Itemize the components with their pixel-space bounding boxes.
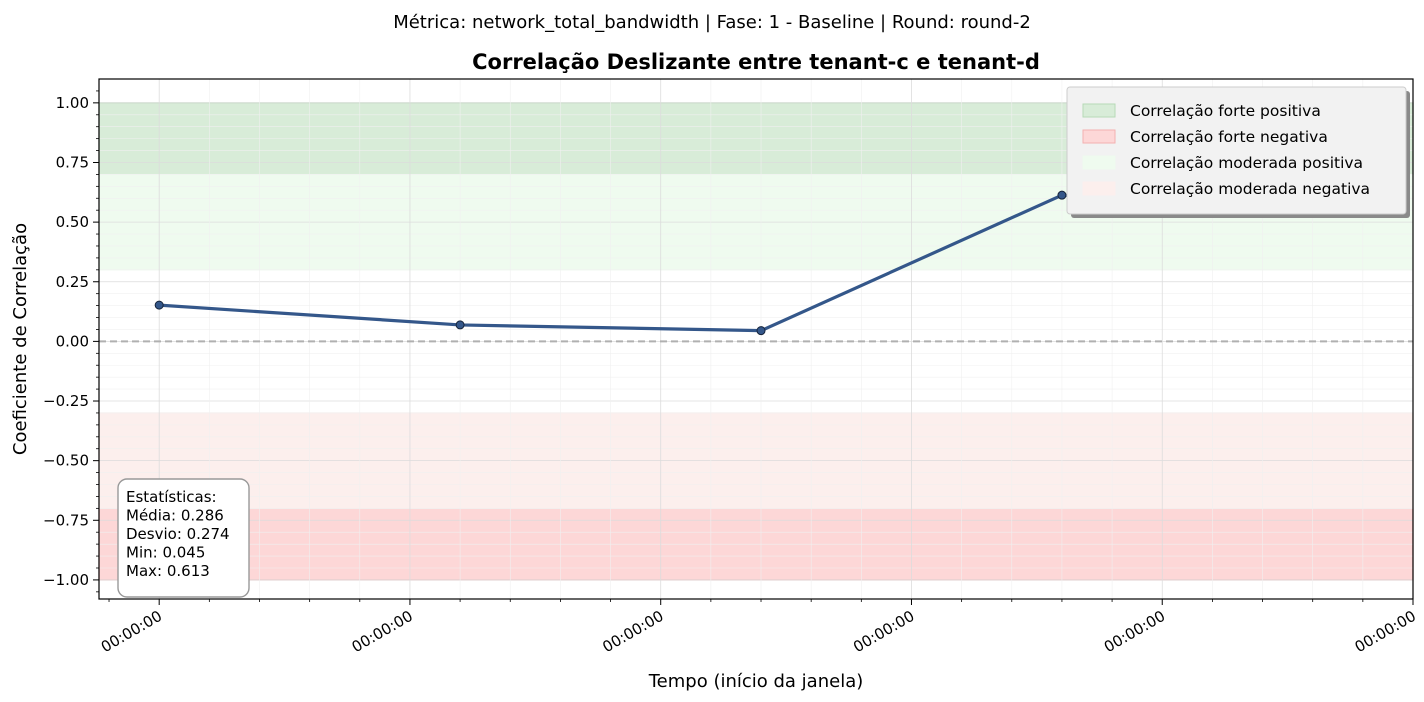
x-axis-label: Tempo (início da janela)	[648, 671, 864, 692]
y-tick-label: −0.75	[43, 511, 89, 529]
data-point	[455, 320, 465, 330]
y-tick-label: 1.00	[56, 94, 89, 112]
x-tick-label: 00:00:00	[599, 607, 666, 656]
legend-swatch	[1082, 155, 1116, 170]
legend: Correlação forte positiva Correlação fort…	[1066, 86, 1410, 218]
y-tick-label: 0.75	[56, 153, 89, 171]
x-tick-label: 00:00:00	[1101, 607, 1168, 656]
plot-area-frame	[98, 78, 1414, 600]
legend-label: Correlação forte negativa	[1130, 128, 1328, 146]
data-point	[756, 326, 766, 336]
stats-line: Desvio: 0.274	[126, 525, 230, 543]
y-tick-label: −0.50	[43, 452, 89, 470]
legend-swatch	[1082, 129, 1116, 144]
x-tick-label: 00:00:00	[1352, 607, 1419, 656]
y-tick-label: −1.00	[43, 571, 89, 589]
chart-title: Correlação Deslizante entre tenant-c e t…	[472, 50, 1040, 74]
legend-label: Correlação moderada positiva	[1130, 154, 1363, 172]
legend-label: Correlação forte positiva	[1130, 102, 1321, 120]
y-tick-label: 0.50	[56, 213, 89, 231]
chart-suptitle: Métrica: network_total_bandwidth | Fase:…	[393, 12, 1031, 33]
y-tick-label: 0.25	[56, 273, 89, 291]
legend-label: Correlação moderada negativa	[1130, 180, 1370, 198]
stats-line: Max: 0.613	[126, 562, 210, 580]
stats-line: Estatísticas:	[126, 488, 217, 506]
y-axis: 1.00 0.75 0.50 0.25 0.00 −0.25 −0.50 −0.75 −1.00	[43, 90, 99, 593]
x-tick-label: 00:00:00	[98, 607, 165, 656]
y-tick-label: −0.25	[43, 392, 89, 410]
y-axis-label: Coeficiente de Correlação	[10, 223, 31, 455]
legend-swatch	[1082, 181, 1116, 196]
y-tick-label: 0.00	[56, 332, 89, 350]
x-axis: 00:00:00 00:00:00 00:00:00 00:00:00 00:00:00…	[98, 599, 1419, 656]
data-point	[1057, 190, 1067, 200]
legend-swatch	[1082, 103, 1116, 118]
data-point	[154, 300, 164, 310]
x-tick-label: 00:00:00	[349, 607, 416, 656]
stats-line: Min: 0.045	[126, 544, 205, 562]
x-tick-label: 00:00:00	[850, 607, 917, 656]
stats-line: Média: 0.286	[126, 507, 224, 525]
